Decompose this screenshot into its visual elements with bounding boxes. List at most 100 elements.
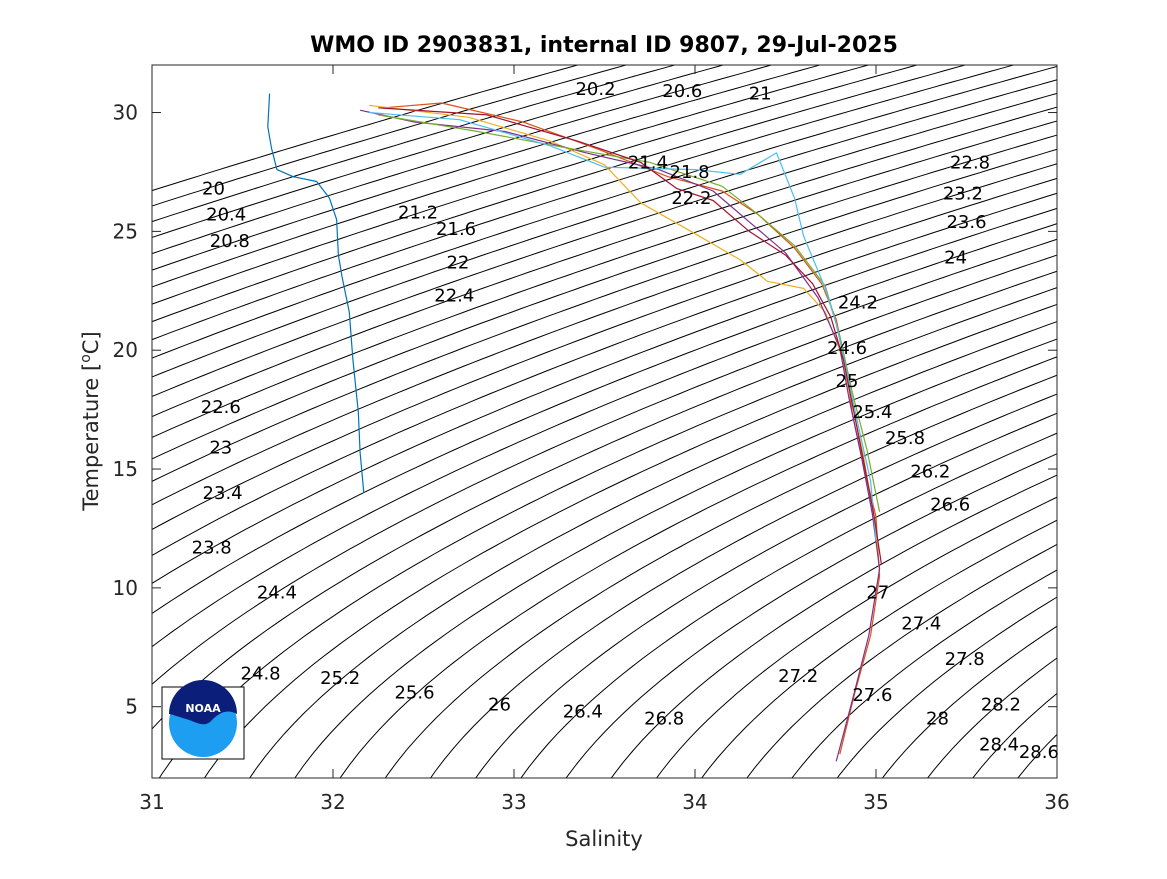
- density-contour-line: [152, 120, 1057, 438]
- contour-label: 20.6: [662, 81, 702, 102]
- density-contour-line: [520, 432, 1057, 778]
- contour-label: 25.2: [320, 668, 360, 689]
- contour-label: 24.4: [257, 583, 297, 604]
- density-contour-line: [152, 134, 1057, 460]
- density-contour-line: [152, 65, 629, 207]
- density-contour-line: [152, 65, 1057, 359]
- contour-label: 21.2: [398, 202, 438, 223]
- density-contour-line: [565, 453, 1057, 778]
- density-contour-line: [152, 238, 1057, 648]
- profile-series: [267, 93, 882, 762]
- density-contour-line: [152, 163, 1057, 506]
- contour-label: 28.4: [979, 735, 1019, 756]
- density-contour-line: [152, 65, 967, 323]
- x-tick-label: 35: [863, 790, 888, 814]
- density-contour-line: [152, 177, 1057, 531]
- contour-label: 22.6: [201, 397, 241, 418]
- y-tick-label: 15: [113, 457, 138, 481]
- contour-label: 25.8: [885, 428, 925, 449]
- density-contour-line: [152, 65, 725, 238]
- x-tick-label: 31: [139, 790, 164, 814]
- contour-label: 20.4: [206, 205, 246, 226]
- density-contour-line: [152, 270, 1057, 730]
- contour-label: 22.8: [950, 152, 990, 173]
- contour-label: 28.6: [1019, 742, 1059, 763]
- contour-label: 26.4: [563, 702, 603, 723]
- contour-label: 20: [202, 179, 225, 200]
- profile-line: [378, 114, 881, 512]
- x-tick-label: 32: [320, 790, 345, 814]
- contour-label: 27.6: [852, 685, 892, 706]
- x-tick-label: 34: [682, 790, 707, 814]
- density-contour-line: [836, 596, 1057, 778]
- density-contour-line: [152, 65, 1016, 341]
- contour-label: 21.8: [670, 162, 710, 183]
- contour-label: 21: [749, 84, 772, 105]
- contour-label: 22.2: [671, 188, 711, 209]
- y-tick-label: 25: [113, 219, 138, 243]
- contour-label: 23.2: [943, 183, 983, 204]
- contour-label: 23.6: [946, 212, 986, 233]
- contour-label: 27: [866, 583, 889, 604]
- density-contour-line: [791, 569, 1057, 778]
- density-contour-line: [610, 474, 1057, 778]
- y-axis-label-degree: o: [78, 354, 94, 363]
- contour-label: 27.2: [778, 666, 818, 687]
- contour-label: 27.4: [901, 614, 941, 635]
- contour-label: 25: [836, 371, 859, 392]
- contour-label: 26.2: [910, 461, 950, 482]
- profile-line: [267, 93, 365, 493]
- density-contour-line: [158, 287, 1057, 778]
- density-contour-line: [249, 321, 1057, 778]
- density-contour-line: [475, 412, 1057, 778]
- density-contour-line: [152, 79, 1057, 378]
- contour-label: 24.2: [838, 293, 878, 314]
- contour-label: 24.6: [827, 338, 867, 359]
- density-contour-line: [294, 338, 1057, 778]
- contour-label: 26.6: [930, 495, 970, 516]
- contour-label: 28: [926, 709, 949, 730]
- contour-label: 26: [488, 694, 511, 715]
- profile-line: [369, 111, 877, 541]
- contour-label: 20.2: [575, 79, 615, 100]
- profile-line: [378, 107, 882, 565]
- density-contour-line: [881, 625, 1057, 778]
- profile-line: [359, 109, 881, 762]
- density-contour-line: [339, 356, 1057, 778]
- contour-label: 23.4: [203, 483, 243, 504]
- contour-label: 25.6: [394, 682, 434, 703]
- logo-text: NOAA: [185, 702, 221, 715]
- x-axis-label: Salinity: [565, 827, 643, 851]
- contour-label: 24: [944, 248, 967, 269]
- chart-title: WMO ID 2903831, internal ID 9807, 29-Jul…: [310, 33, 898, 58]
- x-tick-label: 33: [501, 790, 526, 814]
- contour-label: 21.6: [436, 219, 476, 240]
- density-contour-line: [152, 65, 580, 192]
- density-contour-line: [152, 207, 1057, 584]
- plot-area-frame: [151, 64, 1058, 779]
- density-contour-line: [152, 254, 1057, 685]
- contour-label: 27.8: [945, 649, 985, 670]
- y-axis-label: Temperature [oC]: [78, 331, 103, 511]
- density-contour-line: [152, 65, 774, 255]
- contour-label: 25.4: [852, 402, 892, 423]
- density-contour-line: [152, 106, 1057, 418]
- density-contour-line: [152, 65, 822, 271]
- noaa-logo: NOAA: [161, 680, 245, 760]
- contour-label: 22: [446, 252, 469, 273]
- density-contour-line: [152, 65, 677, 223]
- contour-label: 20.8: [210, 231, 250, 252]
- density-contour-line: [152, 223, 1057, 615]
- y-tick-label: 5: [125, 695, 138, 719]
- contour-label: 23: [209, 438, 232, 459]
- x-tick-label: 36: [1044, 790, 1069, 814]
- density-contour-labels: 20 20.2 20.4 20.6 20.8 21 21.2 21.4 21.6 21.8 22 22…: [192, 79, 1059, 763]
- density-contour-line: [429, 393, 1057, 778]
- y-axis-label-main: Temperature [: [79, 363, 103, 512]
- density-contour-line: [152, 65, 871, 288]
- contour-label: 24.8: [241, 663, 281, 684]
- contour-label: 28.2: [981, 694, 1021, 715]
- contour-label: 26.8: [644, 709, 684, 730]
